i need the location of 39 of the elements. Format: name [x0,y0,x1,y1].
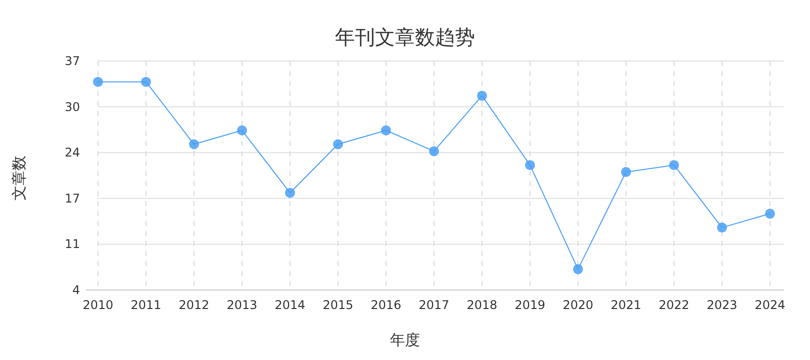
x-tick-label: 2012 [178,298,210,312]
point [93,76,103,87]
x-tick-label: 2015 [322,298,354,312]
point [429,146,439,156]
point [141,76,151,87]
point [573,264,583,274]
point [381,125,391,136]
y-tick-label: 17 [64,191,80,206]
chart-title: 年刊文章数趋势 [335,25,475,49]
x-tick-label: 2011 [130,298,162,312]
y-tick-label: 30 [64,100,80,114]
y-tick-label: 4 [72,283,80,297]
point [669,160,679,170]
point [525,160,535,170]
point [285,188,295,198]
x-tick-label: 2017 [418,298,450,312]
x-tick-label: 2021 [610,298,642,312]
point [237,125,247,136]
x-tick-label: 2014 [274,298,306,312]
x-tick-label: 2016 [370,298,402,312]
x-tick-label: 2023 [706,298,738,312]
point [717,222,727,233]
x-tick-label: 2020 [562,298,594,312]
point [477,90,487,101]
y-tick-label: 11 [64,237,80,252]
point [333,139,343,150]
point [765,208,775,219]
y-tick-label: 37 [64,54,80,68]
x-tick-label: 2022 [658,298,690,312]
x-tick-label: 2024 [754,298,786,312]
x-tick-label: 2018 [466,298,498,312]
x-tick-label: 2013 [226,298,258,312]
x-tick-label: 2010 [82,298,114,312]
x-axis-title: 年度 [390,331,420,349]
x-tick-label: 2019 [514,298,546,312]
y-axis-title: 文章数 [10,156,28,200]
y-tick-label: 24 [64,146,80,160]
point [621,167,631,178]
point [189,139,199,150]
